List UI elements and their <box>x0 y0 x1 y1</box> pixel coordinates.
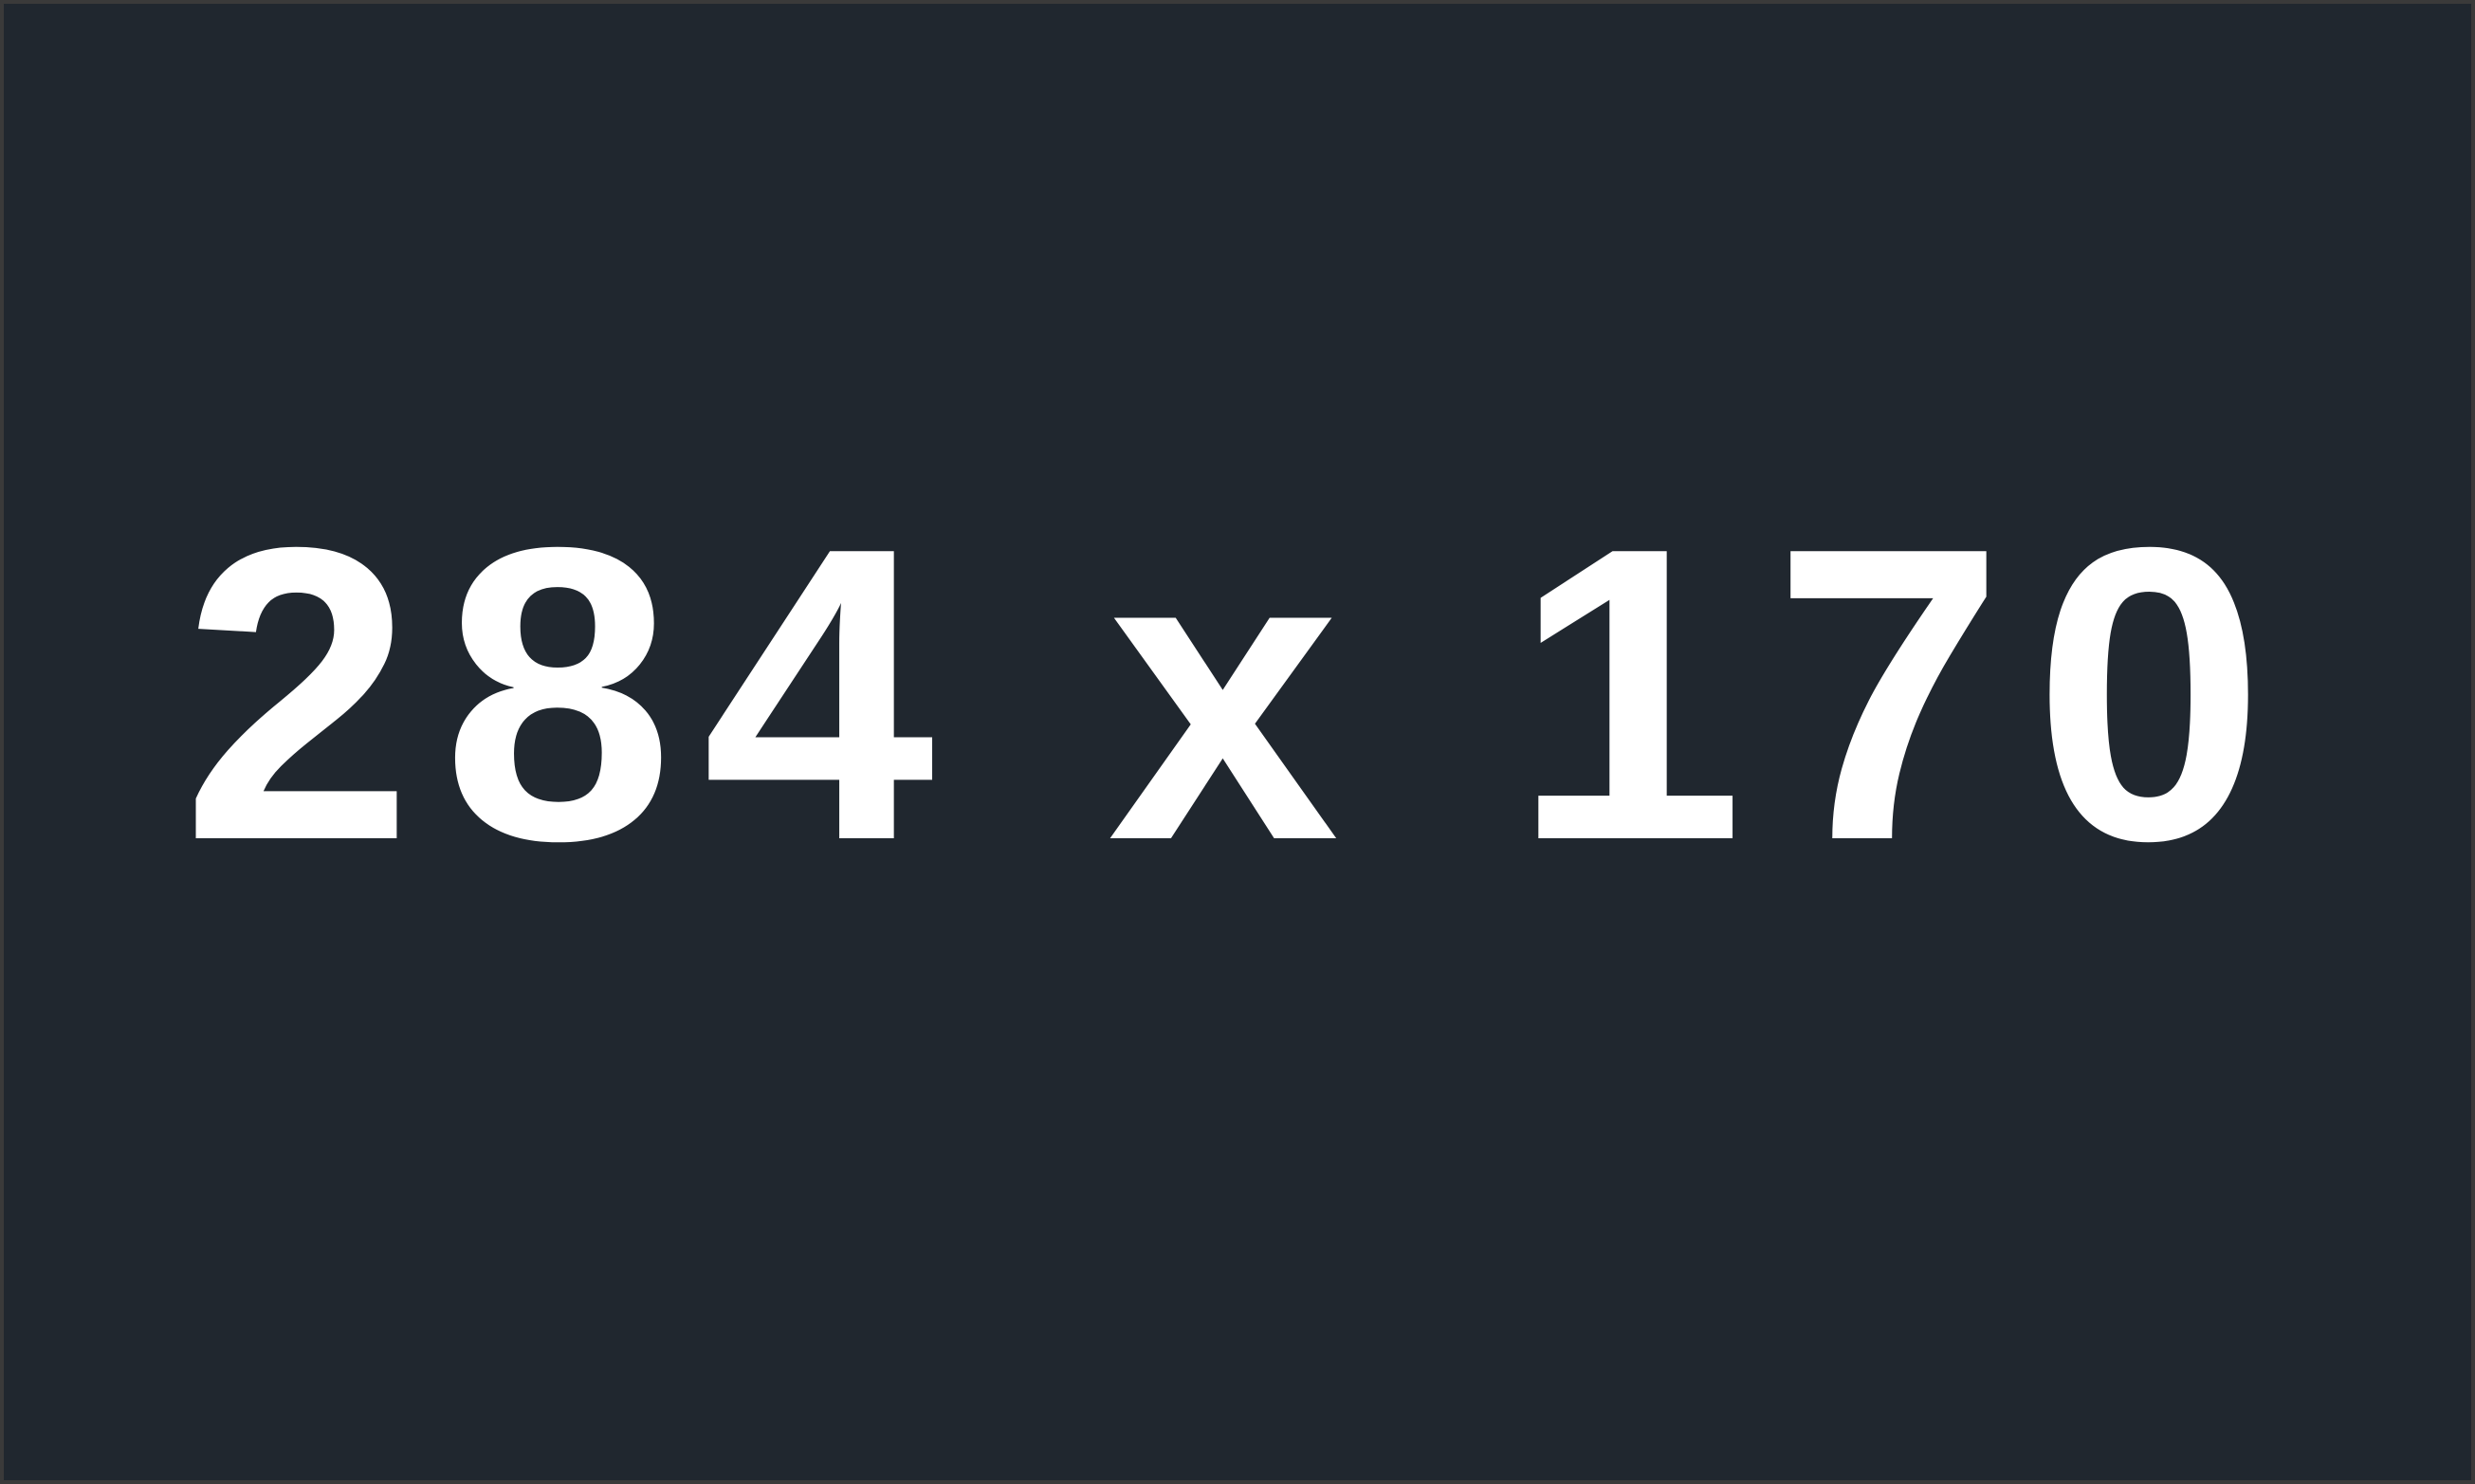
dimension-label: 284 x 170 <box>181 461 2294 927</box>
